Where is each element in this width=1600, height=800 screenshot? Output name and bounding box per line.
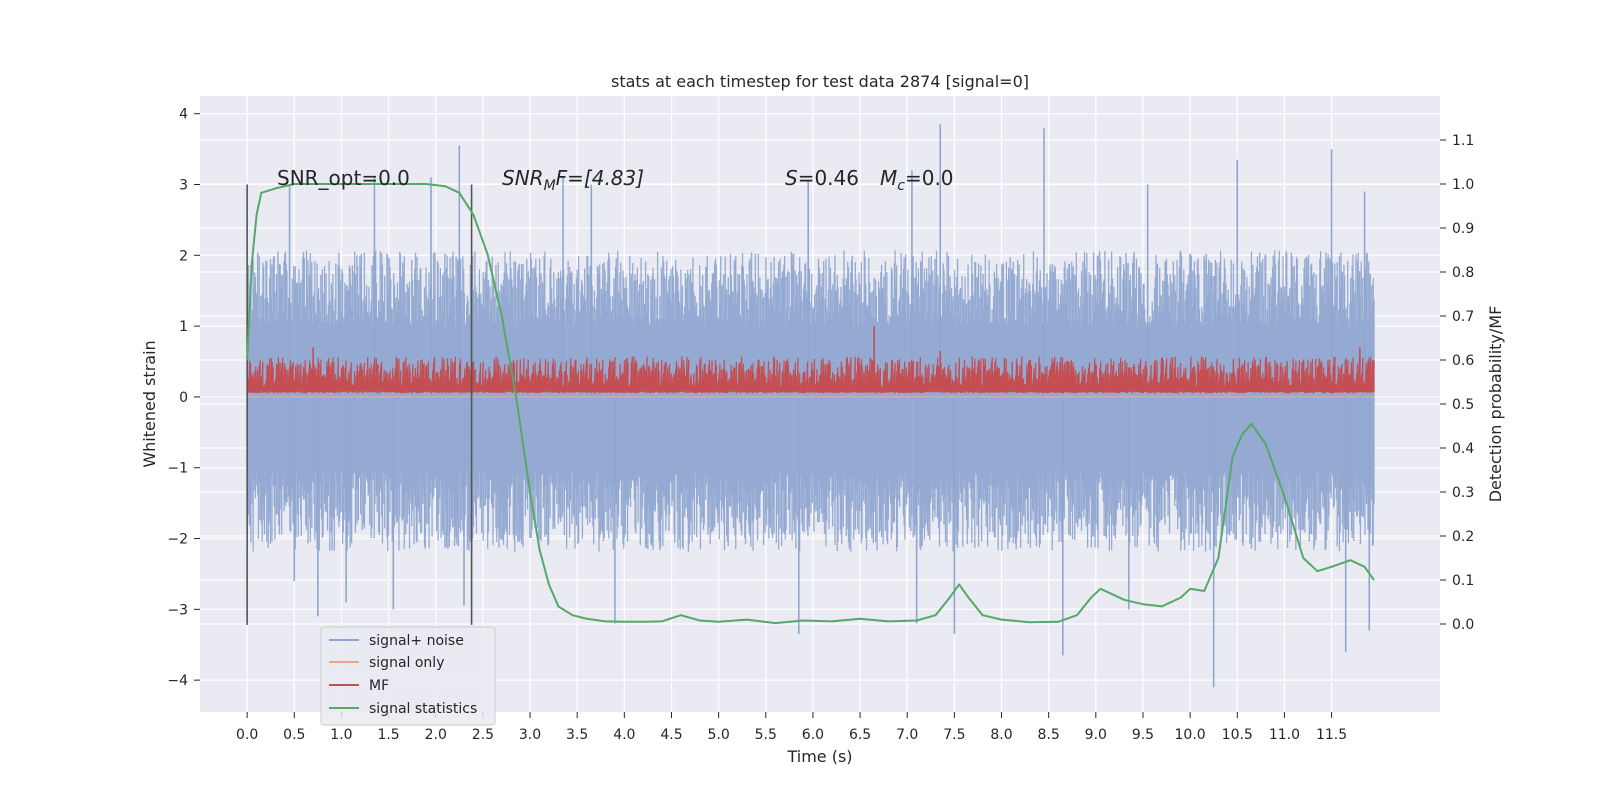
x-tick-label-17: 8.5	[1038, 727, 1060, 743]
legend-label-mf: MF	[369, 678, 389, 694]
x-tick-label-7: 3.5	[566, 727, 588, 743]
x-tick-label-10: 5.0	[707, 727, 729, 743]
x-tick-label-3: 1.5	[377, 727, 399, 743]
y-right-tick-label-6: 0.5	[1452, 397, 1474, 413]
signal-noise-series	[246, 124, 1375, 688]
x-tick-label-23: 11.5	[1316, 727, 1347, 743]
annotation-snr-mf: SNRMF=[4.83]	[502, 166, 644, 194]
legend-label-signal-statistics: signal statistics	[369, 701, 477, 717]
annotation-s: S=0.46	[785, 166, 859, 190]
x-tick-label-16: 8.0	[990, 727, 1012, 743]
signal-statistics-series	[246, 183, 1375, 625]
y-left-tick-label-6: −2	[167, 532, 188, 548]
x-axis-label: Time (s)	[786, 747, 852, 766]
y-left-tick-label-4: 0	[179, 390, 188, 406]
x-tick-label-4: 2.0	[425, 727, 447, 743]
legend-box	[320, 626, 496, 726]
annotation-mc: Mc=0.0	[880, 166, 954, 194]
x-tick-label-13: 6.5	[849, 727, 871, 743]
legend-label-signal-noise: signal+ noise	[369, 633, 464, 649]
y-right-tick-label-5: 0.6	[1452, 353, 1474, 369]
x-tick-label-8: 4.0	[613, 727, 635, 743]
y-left-tick-label-0: 4	[179, 107, 188, 123]
x-tick-label-9: 4.5	[660, 727, 682, 743]
y-left-tick-label-7: −3	[167, 602, 188, 618]
legend-label-signal-only: signal only	[369, 655, 444, 671]
y-right-tick-label-0: 1.1	[1452, 133, 1474, 149]
y-left-tick-label-2: 2	[179, 248, 188, 264]
annotation-snr-opt: SNR_opt=0.0	[277, 166, 410, 190]
y-left-tick-label-1: 3	[179, 178, 188, 194]
annotation-snr-mf-rest: F=[4.83]	[556, 166, 644, 190]
mf-series	[246, 326, 1375, 394]
y-right-tick-label-3: 0.8	[1452, 265, 1474, 281]
x-tick-label-5: 2.5	[472, 727, 494, 743]
y-right-tick-label-1: 1.0	[1452, 177, 1474, 193]
x-tick-label-2: 1.0	[330, 727, 352, 743]
x-axis-ticks: 0.0 0.5 1.0 1.5 2.0 2.5 3.0 3.5 4.0 4.5 5.0 5.5 6.0 6…	[236, 712, 1347, 743]
x-tick-label-0: 0.0	[236, 727, 258, 743]
x-tick-label-21: 10.5	[1222, 727, 1253, 743]
x-tick-label-15: 7.5	[943, 727, 965, 743]
annotation-mc-sub: c	[897, 178, 905, 194]
y-right-tick-label-8: 0.3	[1452, 485, 1474, 501]
chart-title: stats at each timestep for test data 287…	[611, 72, 1029, 91]
annotation-mc-main: M	[880, 166, 897, 190]
y-left-tick-label-8: −4	[167, 673, 188, 689]
x-tick-label-14: 7.0	[896, 727, 918, 743]
x-tick-label-20: 10.0	[1175, 727, 1206, 743]
x-tick-label-1: 0.5	[283, 727, 305, 743]
y-right-tick-label-10: 0.1	[1452, 573, 1474, 589]
y-left-tick-label-5: −1	[167, 461, 188, 477]
right-y-axis-label: Detection probability/MF	[1486, 306, 1505, 503]
annotation-snr-mf-sub: M	[544, 178, 556, 194]
vertical-markers	[246, 184, 473, 625]
mf-trace	[246, 356, 1375, 394]
annotation-s-main: S	[785, 166, 798, 190]
annotation-mc-rest: =0.0	[905, 166, 954, 190]
signal-statistics-line	[246, 183, 1375, 625]
left-y-axis-label: Whitened strain	[140, 340, 159, 467]
x-tick-label-6: 3.0	[519, 727, 541, 743]
x-tick-label-12: 6.0	[802, 727, 824, 743]
x-tick-label-19: 9.5	[1132, 727, 1154, 743]
y-right-tick-label-9: 0.2	[1452, 529, 1474, 545]
right-y-axis-ticks: 1.1 1.0 0.9 0.8 0.7 0.6 0.5 0.4 0.3 0.2 0.1 0.0	[1440, 133, 1474, 633]
y-right-tick-label-11: 0.0	[1452, 617, 1474, 633]
annotation-snr-mf-main: SNR	[502, 166, 544, 190]
x-tick-label-18: 9.0	[1085, 727, 1107, 743]
annotation-s-rest: =0.46	[798, 166, 859, 190]
y-right-tick-label-4: 0.7	[1452, 309, 1474, 325]
y-left-tick-label-3: 1	[179, 319, 188, 335]
x-tick-label-11: 5.5	[755, 727, 777, 743]
y-right-tick-label-7: 0.4	[1452, 441, 1474, 457]
left-y-axis-ticks: 4 3 2 1 0 −1 −2 −3 −4	[167, 107, 200, 689]
legend: signal+ noise signal only MF signal stat…	[320, 626, 496, 726]
y-right-tick-label-2: 0.9	[1452, 221, 1474, 237]
x-tick-label-22: 11.0	[1269, 727, 1300, 743]
